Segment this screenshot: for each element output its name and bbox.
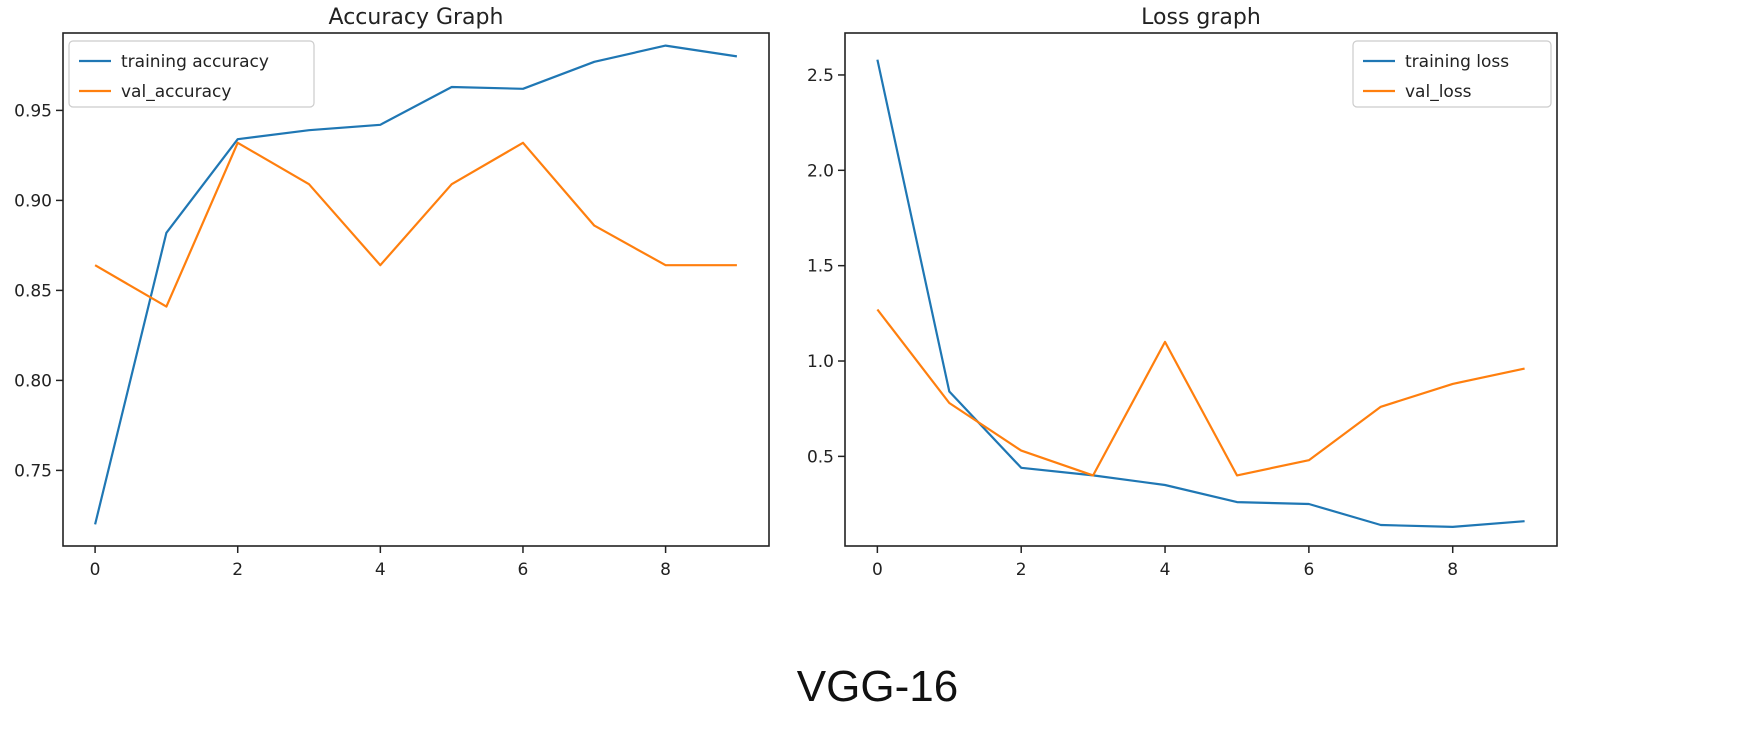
axes-frame [62, 32, 770, 547]
legend-box [68, 40, 315, 108]
y-tick-label: 0.5 [807, 447, 834, 467]
legend-label: training accuracy [121, 52, 269, 72]
y-tick-label: 0.75 [14, 461, 52, 481]
x-tick-label: 0 [872, 560, 883, 580]
x-tick-label: 0 [90, 560, 101, 580]
y-tick-label: 0.85 [14, 281, 52, 301]
legend-box [1352, 40, 1552, 108]
series-line-training-accuracy [94, 44, 738, 525]
y-tick-label: 1.5 [807, 257, 834, 277]
x-tick-label: 6 [518, 560, 529, 580]
y-tick-label: 0.90 [14, 191, 52, 211]
legend-label: val_accuracy [121, 82, 231, 102]
y-tick-label: 1.0 [807, 352, 834, 372]
series-line-val-accuracy [94, 141, 737, 308]
legend: training accuracy val_accuracy [68, 40, 315, 108]
x-tick-label: 2 [1016, 560, 1027, 580]
x-tick-label: 8 [1447, 560, 1458, 580]
legend-label: val_loss [1405, 82, 1472, 102]
chart-title: Loss graph [1141, 5, 1261, 30]
x-tick-label: 6 [1303, 560, 1314, 580]
y-tick-label: 0.95 [14, 101, 52, 121]
y-tick-label: 2.5 [807, 66, 834, 86]
y-tick-label: 2.0 [807, 161, 834, 181]
y-tick-label: 0.80 [14, 371, 52, 391]
chart-title: Accuracy Graph [329, 5, 504, 30]
series-line-training-loss [876, 59, 1525, 529]
x-tick-label: 8 [660, 560, 671, 580]
figure-caption: VGG-16 [796, 662, 959, 711]
x-tick-label: 4 [1160, 560, 1171, 580]
legend-label: training loss [1405, 52, 1509, 72]
legend: training loss val_loss [1352, 40, 1552, 108]
series-line-val-loss [876, 308, 1525, 477]
accuracy-panel: Accuracy Graph 0 2 4 6 8 0.75 0.80 0.85 0.90 0.95 t… [14, 5, 770, 580]
axes-frame [844, 32, 1558, 547]
x-tick-label: 2 [232, 560, 243, 580]
x-tick-label: 4 [375, 560, 386, 580]
loss-panel: Loss graph 0 2 4 6 8 0.5 1.0 1.5 2.0 2.5 training l… [807, 5, 1558, 580]
